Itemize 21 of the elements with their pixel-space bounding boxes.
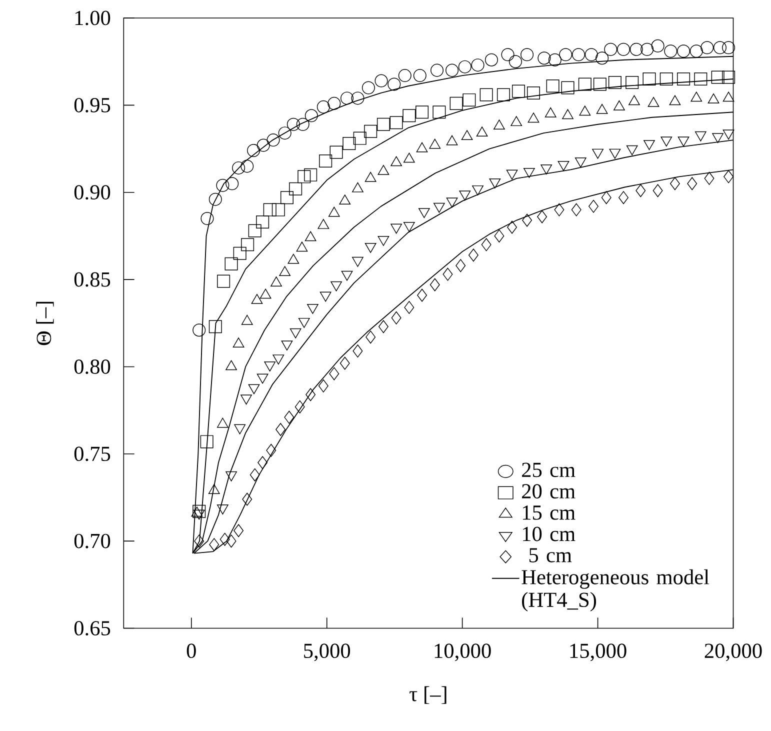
y-tick-label: 0.75 bbox=[74, 446, 110, 462]
x-tick-label: 15,000 bbox=[570, 644, 626, 662]
y-axis-title: Θ [–] bbox=[36, 302, 54, 346]
y-tick-label: 0.95 bbox=[74, 98, 110, 112]
legend-label: 20 cm bbox=[522, 484, 576, 499]
x-tick-label: 0 bbox=[186, 644, 196, 658]
x-axis-title: τ [–] bbox=[410, 686, 446, 704]
legend-label: 10 cm bbox=[522, 526, 576, 542]
y-tick-label: 0.65 bbox=[74, 621, 110, 636]
x-tick-label: 10,000 bbox=[434, 644, 491, 662]
x-tick-label: 20,000 bbox=[704, 644, 762, 662]
legend-label: 15 cm bbox=[522, 506, 576, 520]
y-tick-label: 0.90 bbox=[74, 185, 110, 200]
x-tick-label: 5,000 bbox=[304, 644, 350, 662]
y-tick-label: 0.70 bbox=[74, 534, 110, 548]
y-tick-label: 0.85 bbox=[74, 272, 110, 287]
legend-label: Heterogeneous model (HT4_S) bbox=[522, 569, 710, 612]
legend-label: 5 cm bbox=[529, 548, 572, 562]
y-tick-label: 1.00 bbox=[75, 10, 110, 26]
legend-label: 25 cm bbox=[522, 462, 576, 478]
y-tick-label: 0.80 bbox=[74, 359, 110, 374]
